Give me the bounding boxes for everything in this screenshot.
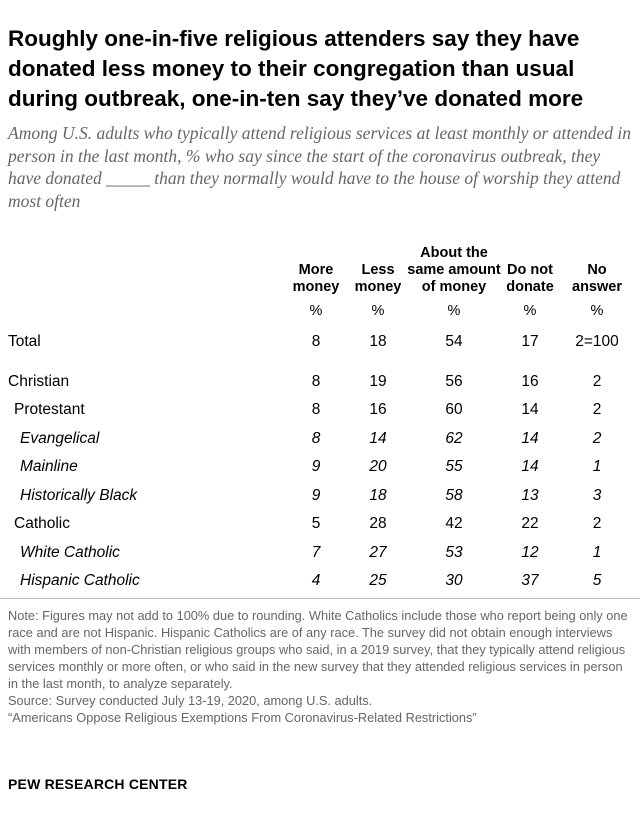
table-cell: 5 <box>311 515 321 532</box>
table-cell: 14 <box>521 458 539 475</box>
table-row: White Catholic 7 27 53 12 1 <box>0 543 640 571</box>
table-row: Total 8 18 54 17 2=100 <box>0 332 640 360</box>
table-cell: 42 <box>445 515 463 532</box>
table-row: Protestant 8 16 60 14 2 <box>0 400 640 428</box>
table-cell: 9 <box>311 487 321 504</box>
table-cell: 20 <box>369 458 387 475</box>
table-cell: 2 <box>592 430 602 447</box>
table-cell: 27 <box>369 544 387 561</box>
table-cell: 8 <box>311 373 321 390</box>
column-header: No answer <box>572 262 622 295</box>
report-title-text: “Americans Oppose Religious Exemptions F… <box>8 710 477 725</box>
table-cell: 12 <box>521 544 539 561</box>
table-cell: 16 <box>369 401 387 418</box>
table-cell: 8 <box>311 430 321 447</box>
unit-label: % <box>371 303 385 319</box>
table-cell: 53 <box>445 544 463 561</box>
table-cell: 54 <box>445 333 463 350</box>
column-header: About the same amount of money <box>407 245 501 295</box>
table-cell: 2=100 <box>575 333 619 350</box>
table-cell: 25 <box>369 572 387 589</box>
table-cell: 2 <box>592 373 602 390</box>
row-label: Total <box>8 333 41 350</box>
table-cell: 1 <box>592 458 602 475</box>
table-cell: 3 <box>592 487 602 504</box>
column-header: Less money <box>354 262 402 295</box>
table-cell: 8 <box>311 401 321 418</box>
row-label: White Catholic <box>20 544 120 561</box>
table-cell: 4 <box>311 572 321 589</box>
unit-label: % <box>309 303 323 319</box>
table-cell: 30 <box>445 572 463 589</box>
table-row: Historically Black 9 18 58 13 3 <box>0 486 640 514</box>
column-header: More money <box>292 262 340 295</box>
table-row: Hispanic Catholic 4 25 30 37 5 <box>0 571 640 599</box>
table-cell: 2 <box>592 401 602 418</box>
table-cell: 13 <box>521 487 539 504</box>
unit-label: % <box>447 303 461 319</box>
row-label: Historically Black <box>20 487 138 504</box>
table-cell: 5 <box>592 572 602 589</box>
row-label: Christian <box>8 373 70 390</box>
table-cell: 37 <box>521 572 539 589</box>
notes: Note: Figures may not add to 100% due to… <box>8 607 633 726</box>
row-label: Hispanic Catholic <box>20 572 140 589</box>
note-text: Note: Figures may not add to 100% due to… <box>8 608 628 691</box>
table-cell: 14 <box>369 430 387 447</box>
table-cell: 9 <box>311 458 321 475</box>
chart-title: Roughly one-in-five religious attenders … <box>8 26 584 111</box>
table-cell: 22 <box>521 515 539 532</box>
table-cell: 18 <box>369 487 387 504</box>
table-row: Catholic 5 28 42 22 2 <box>0 514 640 542</box>
table-cell: 58 <box>445 487 463 504</box>
table-cell: 1 <box>592 544 602 561</box>
table-cell: 28 <box>369 515 387 532</box>
row-label: Mainline <box>20 458 78 475</box>
table-cell: 18 <box>369 333 387 350</box>
table-row: Christian 8 19 56 16 2 <box>0 372 640 400</box>
column-header: Do not donate <box>506 262 554 295</box>
brand-logo-text: PEW RESEARCH CENTER <box>8 776 188 792</box>
row-label: Evangelical <box>20 430 100 447</box>
row-label: Catholic <box>14 515 70 532</box>
table-cell: 14 <box>521 430 539 447</box>
table-cell: 17 <box>521 333 539 350</box>
table-cell: 56 <box>445 373 463 390</box>
table-cell: 62 <box>445 430 463 447</box>
table-cell: 16 <box>521 373 539 390</box>
table-cell: 8 <box>311 333 321 350</box>
table-cell: 60 <box>445 401 463 418</box>
table-cell: 7 <box>311 544 321 561</box>
row-label: Protestant <box>14 401 85 418</box>
source-text: Source: Survey conducted July 13-19, 202… <box>8 693 373 708</box>
table-cell: 55 <box>445 458 463 475</box>
unit-label: % <box>590 303 604 319</box>
table-cell: 14 <box>521 401 539 418</box>
table-cell: 2 <box>592 515 602 532</box>
table-cell: 19 <box>369 373 387 390</box>
table-row: Mainline 9 20 55 14 1 <box>0 457 640 485</box>
chart-subtitle: Among U.S. adults who typically attend r… <box>8 123 631 211</box>
divider <box>0 598 640 599</box>
table-row: Evangelical 8 14 62 14 2 <box>0 429 640 457</box>
unit-label: % <box>523 303 537 319</box>
